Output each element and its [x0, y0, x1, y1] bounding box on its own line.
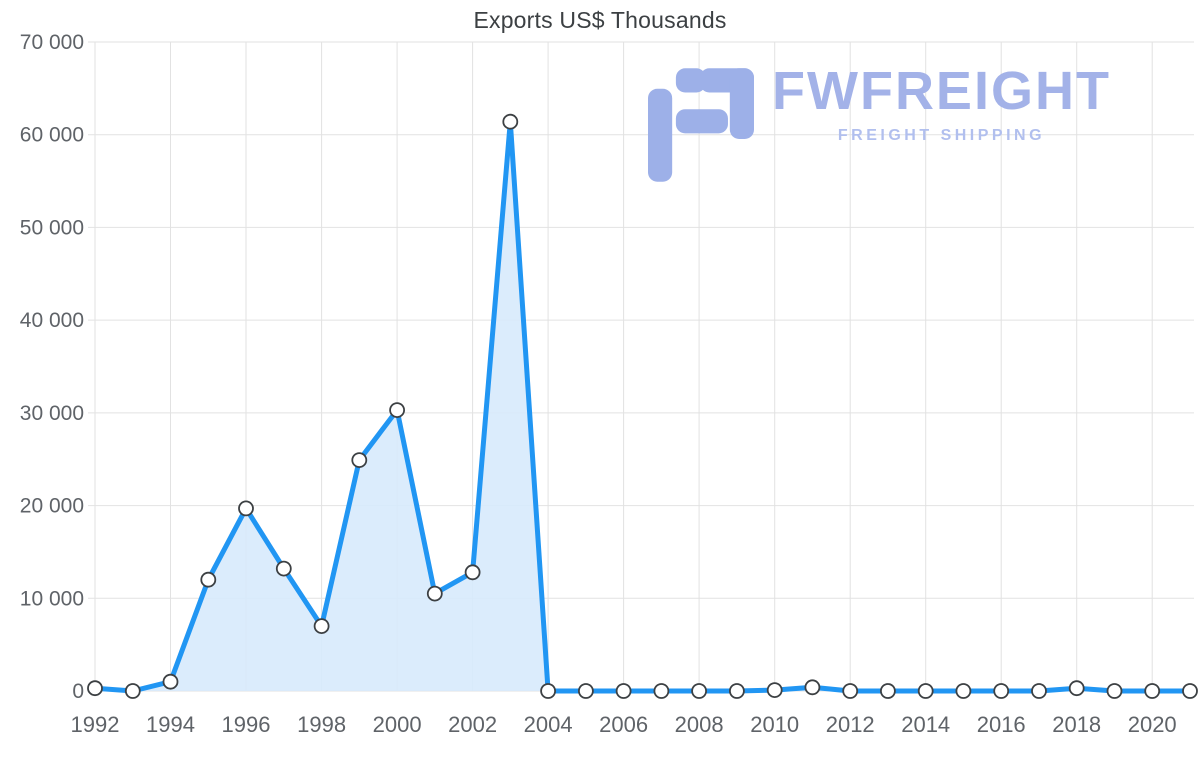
watermark: FWFREIGHT FREIGHT SHIPPING: [648, 64, 1111, 186]
x-axis-tick-label: 2018: [1052, 712, 1101, 737]
data-point-marker: [1144, 683, 1161, 699]
x-axis-tick-label: 2014: [901, 712, 950, 737]
data-point-marker: [124, 683, 141, 699]
y-axis-tick-label: 30 000: [20, 402, 84, 425]
x-axis-tick-label: 2004: [524, 712, 573, 737]
data-point-marker: [691, 683, 707, 699]
data-point-marker: [275, 560, 292, 577]
data-point-marker: [1106, 683, 1123, 699]
data-point-marker: [389, 402, 406, 419]
data-point-marker: [615, 683, 632, 699]
watermark-brand: FWFREIGHT: [772, 61, 1111, 121]
x-axis-tick-label: 2020: [1128, 712, 1177, 737]
series-area-fill: [95, 121, 1190, 691]
data-point-marker: [238, 500, 254, 517]
y-axis-tick-label: 40 000: [20, 309, 84, 332]
watermark-tagline: FREIGHT SHIPPING: [837, 127, 1046, 144]
data-point-marker: [653, 683, 670, 699]
data-point-marker: [917, 683, 934, 699]
y-axis-tick-label: 20 000: [20, 495, 84, 518]
x-axis-tick-label: 2012: [826, 712, 875, 737]
data-point-marker: [540, 683, 556, 699]
y-axis-tick-label: 50 000: [20, 216, 84, 239]
data-point-marker: [804, 679, 821, 696]
data-point-marker: [351, 452, 368, 469]
data-point-marker: [1068, 680, 1085, 697]
data-point-marker: [313, 618, 330, 634]
data-point-marker: [162, 673, 179, 690]
data-point-marker: [87, 680, 103, 697]
data-point-marker: [729, 683, 745, 699]
x-axis-tick-label: 1992: [71, 712, 120, 737]
x-axis-tick-label: 1996: [222, 712, 271, 737]
x-axis-tick-label: 2010: [750, 712, 799, 737]
data-point-marker: [200, 571, 217, 588]
data-point-marker: [1182, 683, 1198, 699]
x-axis-tick-label: 2002: [448, 712, 497, 737]
x-axis-tick-label: 1994: [146, 712, 195, 737]
data-point-marker: [993, 683, 1010, 699]
x-axis-tick-label: 2016: [977, 712, 1026, 737]
x-axis-tick-label: 2000: [373, 712, 422, 737]
watermark-text: FWFREIGHT FREIGHT SHIPPING: [772, 64, 1111, 145]
data-point-marker: [426, 585, 443, 602]
data-point-marker: [1031, 683, 1047, 699]
fwfreight-logo-icon: [648, 68, 754, 182]
data-point-marker: [880, 683, 896, 699]
x-axis-tick-label: 2008: [675, 712, 724, 737]
y-axis-tick-label: 60 000: [20, 124, 84, 147]
y-axis-tick-label: 0: [72, 680, 84, 703]
data-point-marker: [502, 113, 519, 130]
chart-title: Exports US$ Thousands: [473, 7, 727, 33]
data-point-marker: [955, 683, 972, 699]
y-axis-tick-label: 70 000: [20, 31, 84, 54]
y-axis-tick-label: 10 000: [20, 587, 84, 610]
data-point-marker: [464, 564, 481, 581]
data-point-marker: [578, 683, 594, 699]
x-axis-tick-label: 2006: [599, 712, 648, 737]
data-point-marker: [766, 682, 783, 698]
data-point-marker: [842, 683, 859, 699]
x-axis-tick-label: 1998: [297, 712, 346, 737]
